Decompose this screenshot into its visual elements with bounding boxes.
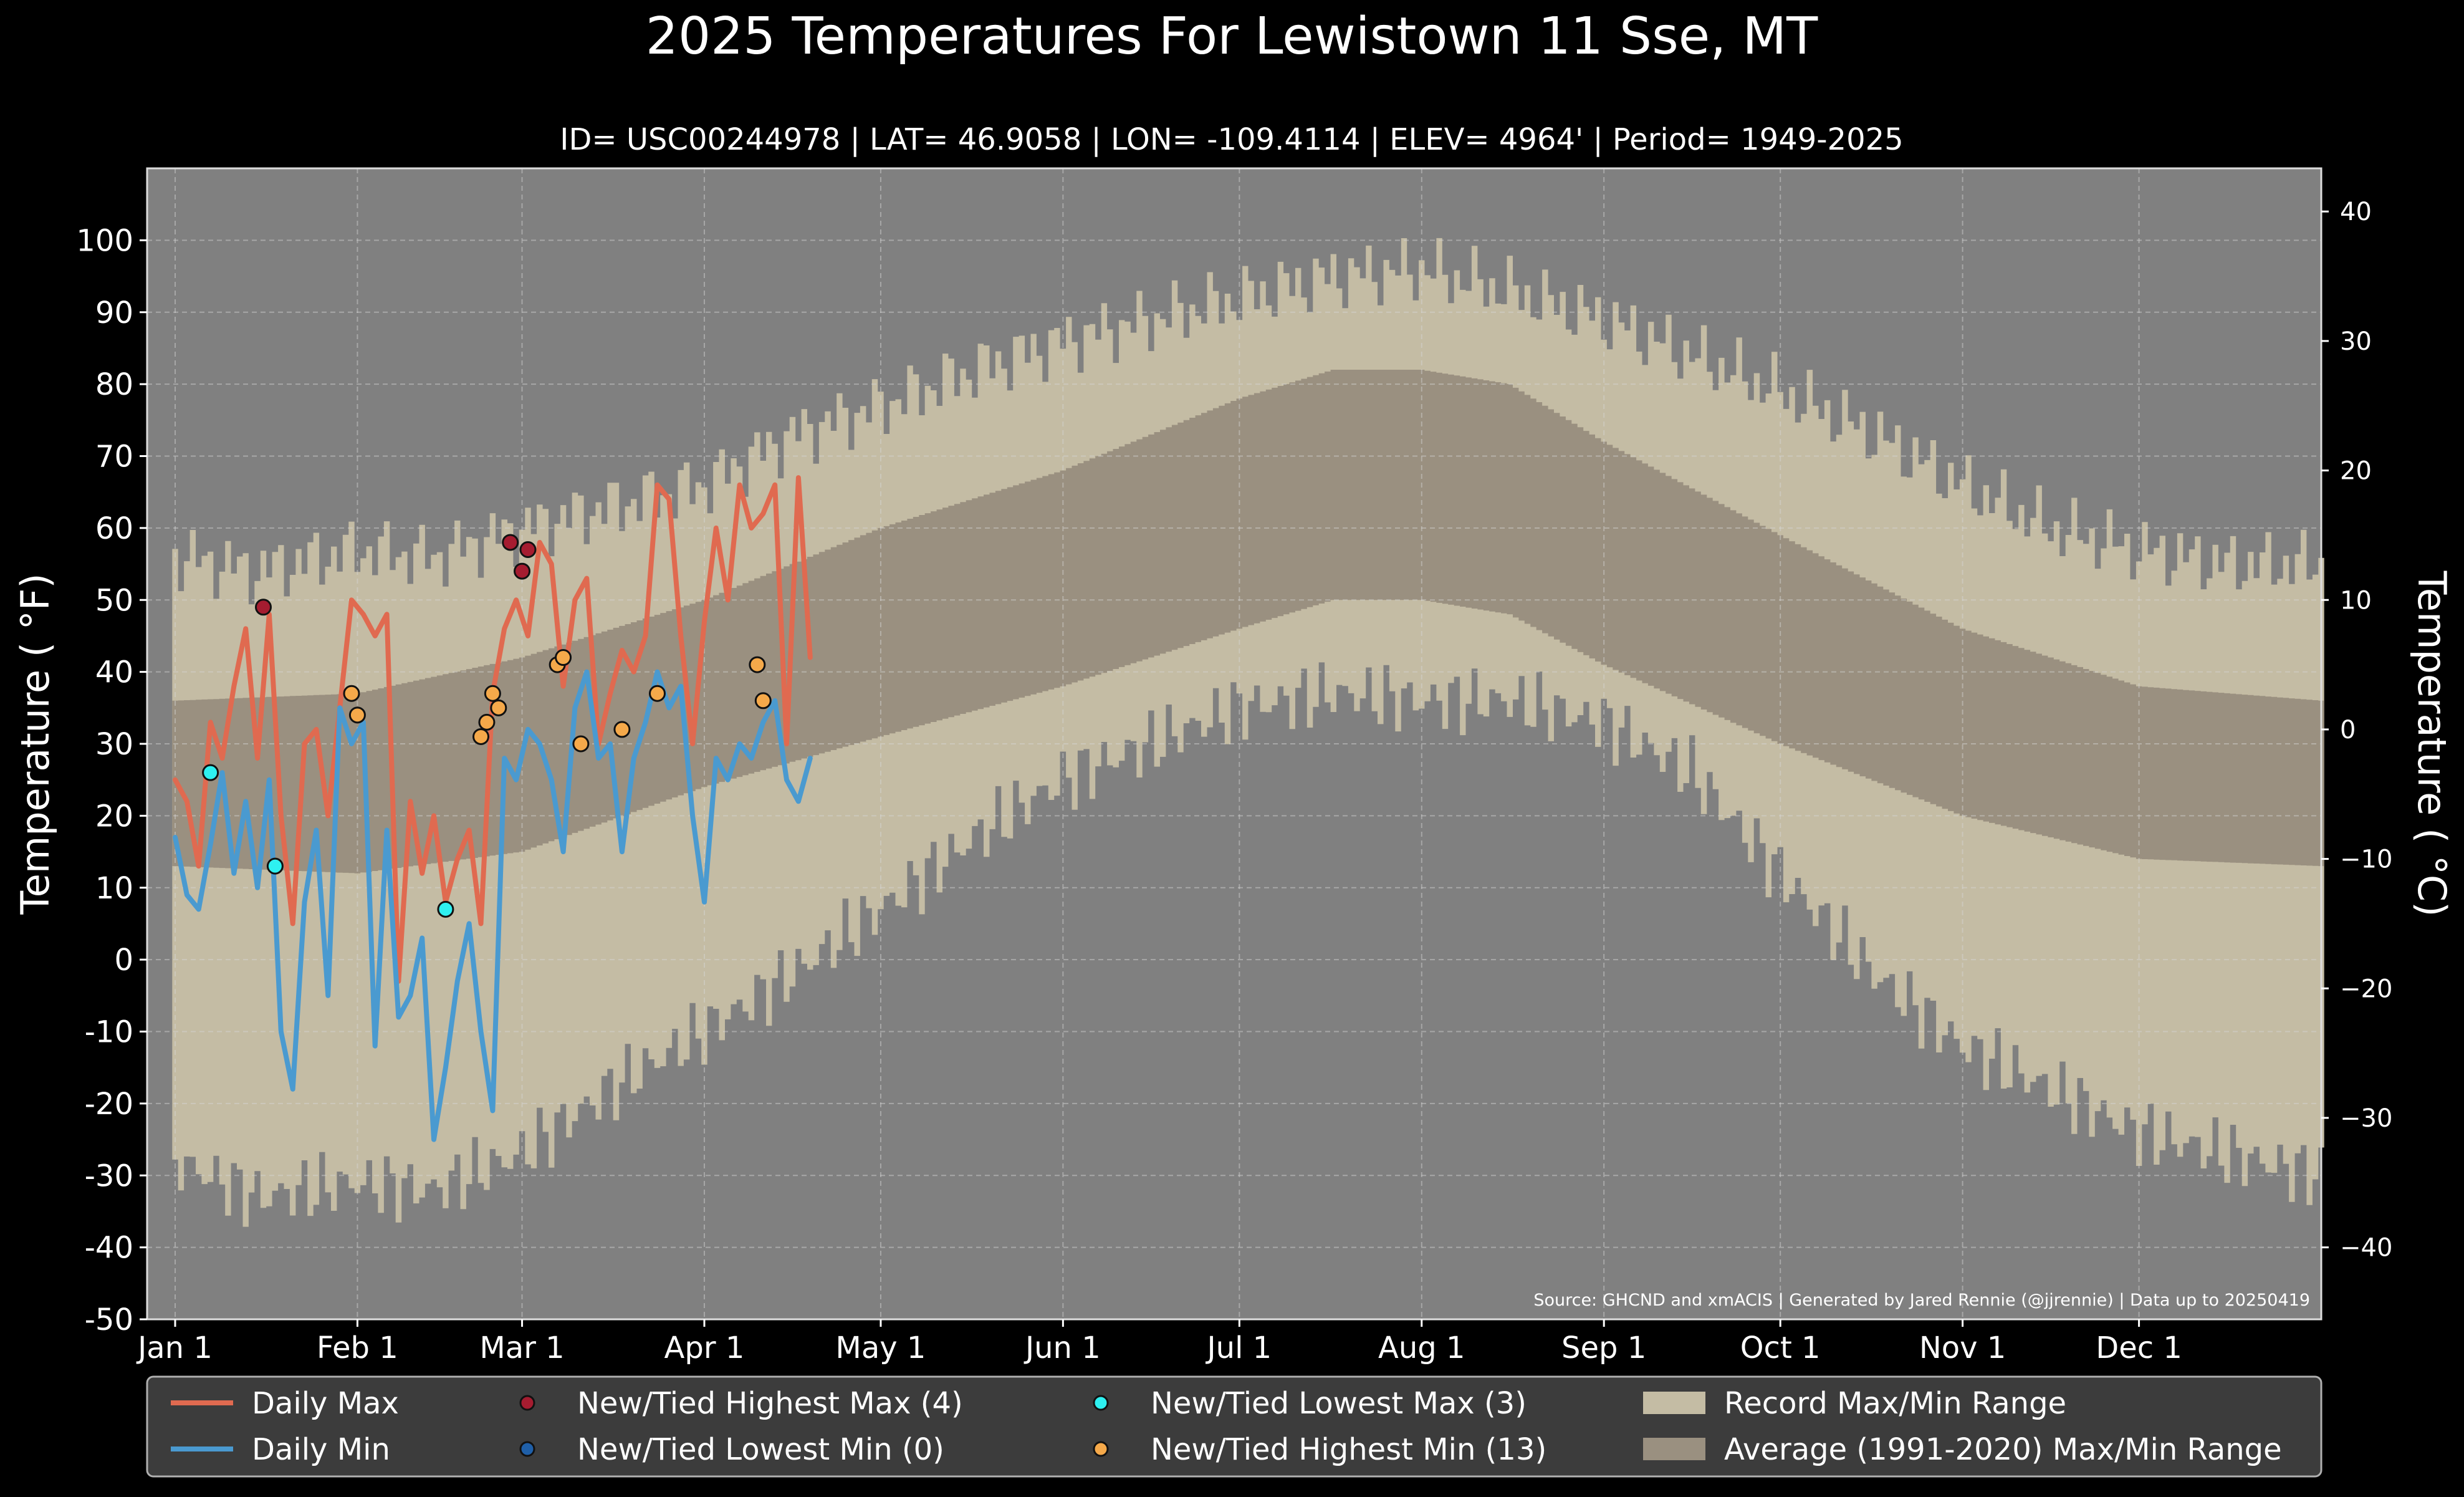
y-axis-label-left: Temperature ( °F) [12,573,58,915]
y-tick-label-right: −20 [2340,975,2392,1003]
x-tick-label: Sep 1 [1561,1331,1646,1365]
legend-dot-swatch [1093,1395,1109,1411]
record-marker-point [478,713,496,731]
y-tick-label-left: 20 [95,799,133,834]
y-tick-label-left: 50 [95,583,133,618]
legend-label: New/Tied Highest Min (13) [1151,1432,1546,1467]
x-tick-label: Mar 1 [479,1331,564,1365]
legend-label: New/Tied Highest Max (4) [577,1386,963,1421]
y-tick-label-right: 30 [2340,327,2372,356]
y-tick-label-left: -10 [85,1015,133,1050]
record-marker-point [648,685,666,702]
chart-title: 2025 Temperatures For Lewistown 11 Sse, … [646,7,1818,66]
y-tick-label-left: -50 [85,1302,133,1337]
y-tick-label-left: 80 [95,367,133,402]
legend: Daily Max Daily Min New/Tied Highest Max (… [146,1375,2323,1478]
x-tick-label: Dec 1 [2096,1331,2182,1365]
legend-label: Daily Min [252,1432,390,1467]
record-marker-point [343,685,360,702]
x-tick-label: Apr 1 [664,1331,745,1365]
x-tick-label: May 1 [835,1331,926,1365]
legend-label: Record Max/Min Range [1724,1386,2066,1421]
y-tick-label-left: 0 [114,943,133,978]
y-tick-label-right: 10 [2340,586,2372,615]
record-marker-point [749,656,766,673]
record-marker-point [519,541,537,558]
record-marker-point [348,706,366,724]
record-marker-point [202,764,219,781]
gridlines [147,168,2321,1320]
legend-label: Daily Max [252,1386,399,1421]
record-marker-point [555,649,572,667]
chart-subtitle: ID= USC00244978 | LAT= 46.9058 | LON= -1… [560,122,1903,157]
source-note: Source: GHCND and xmACIS | Generated by … [1533,1291,2310,1310]
legend-patch-swatch [1643,1438,1705,1460]
x-tick-label: Oct 1 [1740,1331,1821,1365]
y-axis-label-right: Temperature ( °C) [2409,570,2455,917]
y-tick-label-left: 90 [95,296,133,330]
y-tick-label-right: 40 [2340,198,2372,226]
legend-label: Average (1991-2020) Max/Min Range [1724,1432,2282,1467]
legend-dot-swatch [1093,1441,1109,1457]
record-marker-point [472,728,490,745]
record-marker-point [266,857,284,875]
x-tick-label: Jan 1 [136,1331,213,1365]
y-tick-label-left: 40 [95,655,133,690]
x-tick-label: Jun 1 [1023,1331,1101,1365]
record-marker-point [514,562,531,580]
y-tick-label-left: -40 [85,1231,133,1266]
record-marker-point [613,721,631,738]
legend-dot-swatch [519,1395,535,1411]
legend-patch-swatch [1643,1392,1705,1414]
legend-label: New/Tied Lowest Max (3) [1151,1386,1527,1421]
x-tick-label: Nov 1 [1919,1331,2006,1365]
record-range-band [172,238,2324,1227]
y-tick-label-right: −10 [2340,845,2392,874]
y-tick-label-left: 30 [95,727,133,762]
record-marker-point [572,735,590,753]
average-range-area [172,370,2324,874]
daily-min-line [173,669,813,1142]
record-marker-point [754,692,772,710]
axes: -50-40-30-20-100102030405060708090100−40… [76,198,2392,1365]
y-tick-label-left: 70 [95,440,133,474]
legend-box [146,1375,2323,1478]
y-tick-label-left: 10 [95,871,133,906]
x-tick-label: Aug 1 [1378,1331,1465,1365]
legend-dot-swatch [519,1441,535,1457]
record-marker-point [502,534,519,551]
y-tick-label-left: 100 [76,223,133,258]
record-range-area [172,238,2324,1227]
y-tick-label-left: -20 [85,1087,133,1122]
y-tick-label-right: 20 [2340,457,2372,486]
record-marker-point [437,900,454,918]
x-tick-label: Feb 1 [317,1331,398,1365]
record-marker-point [490,699,507,716]
y-tick-label-left: 60 [95,511,133,546]
legend-label: New/Tied Lowest Min (0) [577,1432,944,1467]
record-markers [202,534,772,918]
record-marker-point [484,685,501,702]
record-marker-point [254,599,272,616]
y-tick-label-right: −40 [2340,1234,2392,1263]
x-tick-label: Jul 1 [1205,1331,1272,1365]
average-range-band [172,370,2324,874]
y-tick-label-right: −30 [2340,1104,2392,1133]
y-tick-label-left: -30 [85,1158,133,1193]
y-tick-label-right: 0 [2340,716,2356,744]
